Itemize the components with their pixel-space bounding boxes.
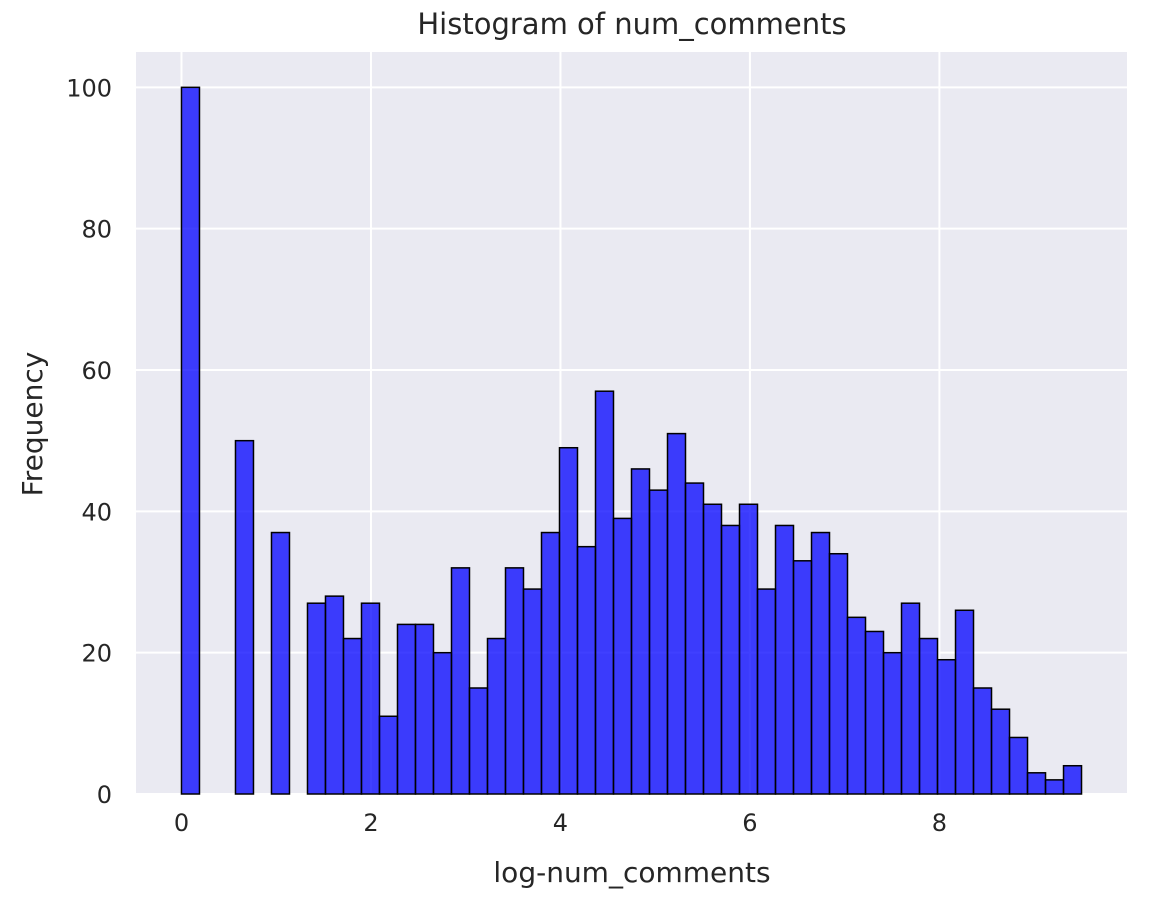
histogram-bar (954, 609, 975, 795)
chart-title: Histogram of num_comments (417, 7, 846, 41)
histogram-bar (234, 439, 255, 795)
histogram-bar (324, 595, 345, 795)
histogram-bars (180, 86, 1083, 795)
histogram-bar (774, 524, 795, 795)
histogram-bar (630, 468, 651, 795)
histogram-bar (612, 517, 633, 795)
histogram-bar (450, 567, 471, 795)
histogram-bar (900, 602, 921, 795)
histogram-bar (972, 687, 993, 795)
x-tick-label: 8 (932, 809, 947, 837)
histogram-bar (504, 567, 525, 795)
histogram-bar (540, 531, 561, 795)
y-tick-label: 0 (97, 781, 112, 809)
x-axis-label: log-num_comments (493, 856, 770, 889)
histogram-bar (342, 637, 363, 795)
histogram-bar (936, 658, 957, 795)
x-tick-label: 4 (553, 809, 568, 837)
x-tick-labels: 0 2 4 6 8 (174, 809, 947, 837)
histogram-bar (990, 708, 1011, 795)
histogram-bar (576, 545, 597, 795)
histogram-bar (558, 446, 579, 795)
histogram-bar (522, 588, 543, 795)
histogram-bar (432, 651, 453, 795)
histogram-bar (306, 602, 327, 795)
histogram-bar (666, 432, 687, 795)
histogram-bar (684, 482, 705, 795)
y-tick-labels: 0 20 40 60 80 100 (66, 74, 112, 809)
histogram-bar (270, 531, 291, 795)
grid-lines (136, 52, 1127, 795)
histogram-bar (882, 651, 903, 795)
y-tick-label: 20 (81, 640, 112, 668)
y-tick-label: 40 (81, 498, 112, 526)
histogram-bar (864, 630, 885, 795)
y-tick-label: 60 (81, 357, 112, 385)
y-tick-label: 80 (81, 216, 112, 244)
histogram-bar (1026, 772, 1047, 795)
x-tick-label: 0 (174, 809, 189, 837)
histogram-bar (846, 616, 867, 795)
histogram-bar (378, 715, 399, 795)
histogram-bar (828, 552, 849, 795)
histogram-bar (486, 637, 507, 795)
histogram-bar (720, 524, 741, 795)
x-tick-label: 2 (363, 809, 378, 837)
histogram-bar (1062, 764, 1083, 795)
histogram-bar (648, 489, 669, 795)
histogram-bar (414, 623, 435, 795)
histogram-bar (756, 588, 777, 795)
histogram-bar (594, 390, 615, 795)
histogram-bar (180, 86, 201, 795)
histogram-bar (738, 503, 759, 795)
histogram-bar (468, 687, 489, 795)
histogram-bar (702, 503, 723, 795)
histogram-bar (360, 602, 381, 795)
histogram-bar (918, 637, 939, 795)
x-tick-label: 6 (742, 809, 757, 837)
y-tick-label: 100 (66, 74, 112, 102)
histogram-bar (1008, 736, 1029, 795)
histogram-bar (792, 560, 813, 795)
histogram-bar (810, 531, 831, 795)
y-axis-label: Frequency (16, 352, 49, 497)
histogram-bar (396, 623, 417, 795)
histogram-bar (1044, 779, 1065, 795)
